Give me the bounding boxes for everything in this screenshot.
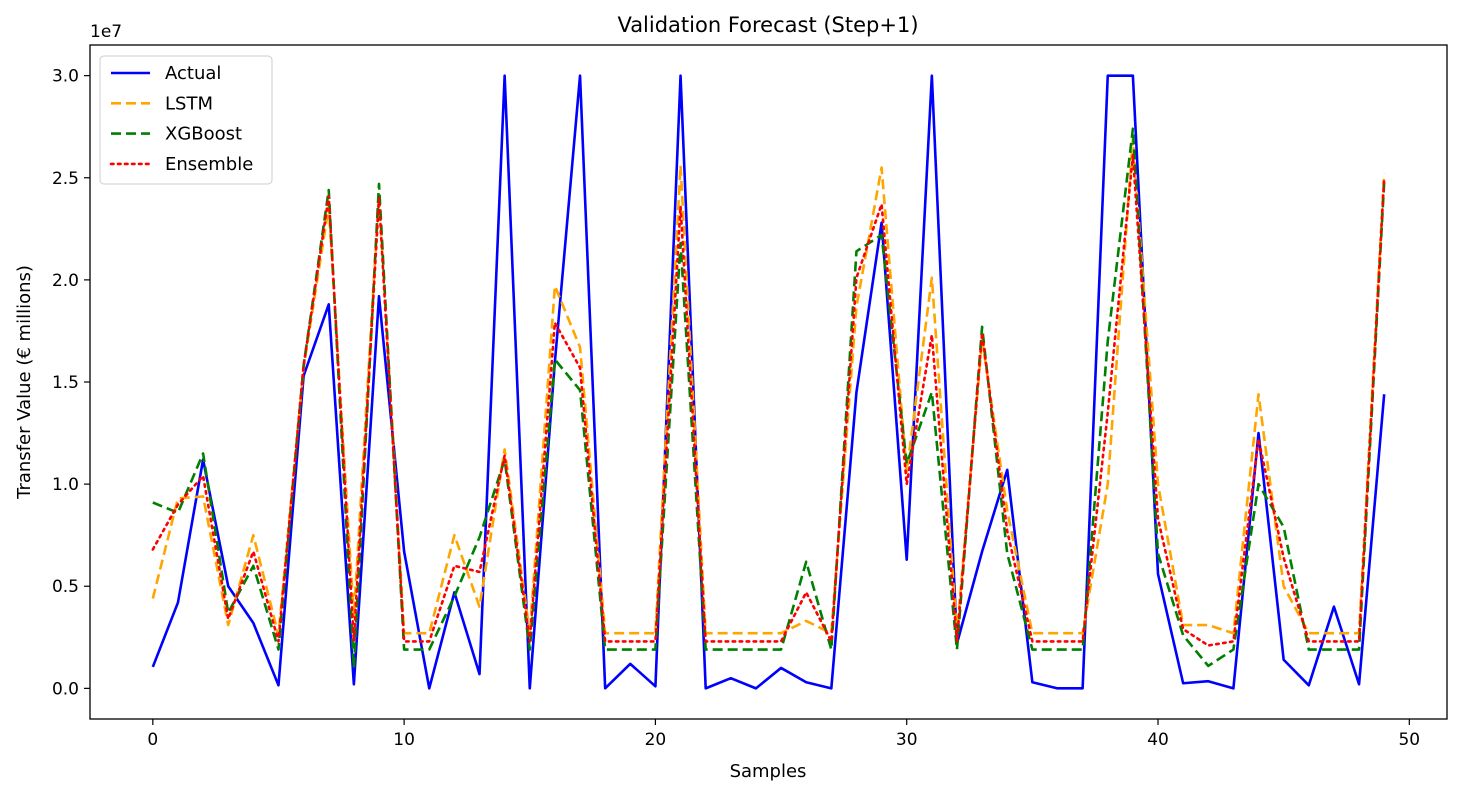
- legend-label-xgboost: XGBoost: [165, 124, 242, 145]
- y-axis-label: Transfer Value (€ millions): [14, 265, 35, 500]
- y-offset-label: 1e7: [90, 22, 122, 42]
- x-tick-label: 40: [1147, 730, 1169, 750]
- plot-area: 0 10 20 30 40 50 0.0 0.5 1.0 1.5 2.0 2.5 3.0 Actual LS…: [52, 44, 1448, 750]
- x-tick-label: 20: [645, 730, 667, 750]
- y-tick-label: 2.5: [52, 169, 79, 189]
- series-line-lstm: [151, 137, 1386, 637]
- legend-label-ensemble: Ensemble: [165, 154, 253, 175]
- legend: Actual LSTM XGBoost Ensemble: [99, 55, 273, 185]
- y-tick-label: 0.0: [52, 679, 79, 699]
- x-tick-label: 10: [393, 730, 415, 750]
- y-tick-label: 1.5: [52, 373, 79, 393]
- legend-label-lstm: LSTM: [165, 93, 213, 114]
- y-tick-label: 0.5: [52, 577, 79, 597]
- x-tick-label: 50: [1398, 730, 1420, 750]
- series-group: [151, 74, 1386, 690]
- x-tick-label: 0: [147, 730, 158, 750]
- series-line-ensemble: [151, 153, 1386, 647]
- legend-box: [99, 55, 273, 185]
- y-tick-label: 3.0: [52, 67, 79, 87]
- y-tick-label: 2.0: [52, 271, 79, 291]
- legend-label-actual: Actual: [165, 63, 221, 84]
- x-tick-label: 30: [896, 730, 918, 750]
- x-axis-label: Samples: [730, 761, 807, 782]
- series-line-xgboost: [152, 127, 1386, 670]
- chart-title: Validation Forecast (Step+1): [617, 13, 918, 37]
- y-tick-label: 1.0: [52, 475, 79, 495]
- series-line-actual: [151, 74, 1386, 690]
